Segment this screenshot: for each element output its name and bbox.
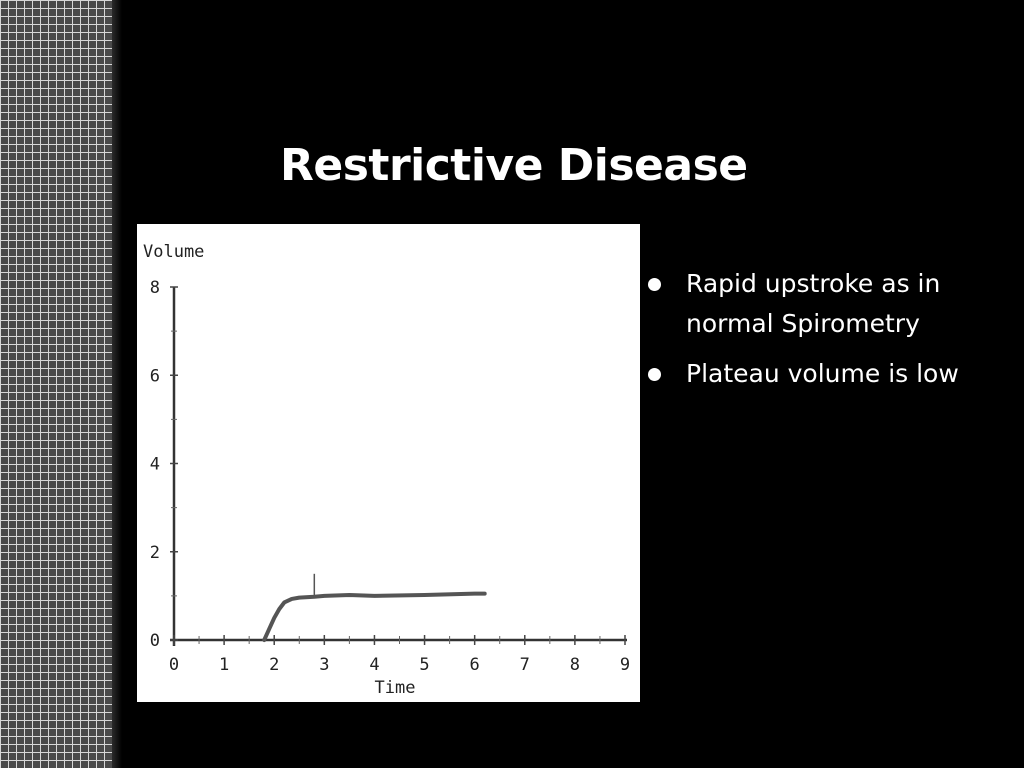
- x-tick-label: 4: [369, 655, 379, 675]
- x-tick-label: 5: [419, 655, 429, 675]
- x-tick-label: 7: [520, 655, 530, 675]
- volume-time-curve: [262, 591, 487, 642]
- chart-svg: Volume Time 0 2 4 6 8 0 1 2 3 4 5 6 7 8 9: [143, 242, 630, 698]
- bullet-text: Rapid upstroke as in normal Spirometry: [686, 269, 941, 338]
- y-axis-title: Volume: [143, 242, 204, 262]
- bullet-list: Rapid upstroke as in normal Spirometry P…: [648, 264, 1008, 404]
- slide-title: Restrictive Disease: [280, 140, 748, 191]
- bullet-dot-icon: [648, 368, 661, 381]
- x-tick-label: 6: [470, 655, 480, 675]
- y-tick-label: 6: [150, 366, 160, 386]
- x-tick-label: 2: [269, 655, 279, 675]
- x-tick-label: 9: [620, 655, 630, 675]
- bullet-dot-icon: [648, 278, 661, 291]
- spirometry-chart: Volume Time 0 2 4 6 8 0 1 2 3 4 5 6 7 8 9: [137, 224, 640, 702]
- side-shadow: [112, 0, 122, 768]
- side-grid-pattern: [0, 0, 112, 768]
- y-tick-label: 8: [150, 278, 160, 298]
- y-tick-label: 0: [150, 631, 160, 651]
- x-tick-label: 1: [219, 655, 229, 675]
- bullet-item-plateau-volume: Plateau volume is low: [648, 354, 1008, 394]
- bullet-item-rapid-upstroke: Rapid upstroke as in normal Spirometry: [648, 264, 1008, 344]
- x-axis-title: Time: [375, 678, 416, 698]
- y-tick-label: 4: [150, 455, 160, 475]
- x-tick-label: 0: [169, 655, 179, 675]
- bullet-text: Plateau volume is low: [686, 359, 959, 388]
- x-tick-label: 8: [570, 655, 580, 675]
- y-tick-label: 2: [150, 543, 160, 563]
- x-tick-label: 3: [319, 655, 329, 675]
